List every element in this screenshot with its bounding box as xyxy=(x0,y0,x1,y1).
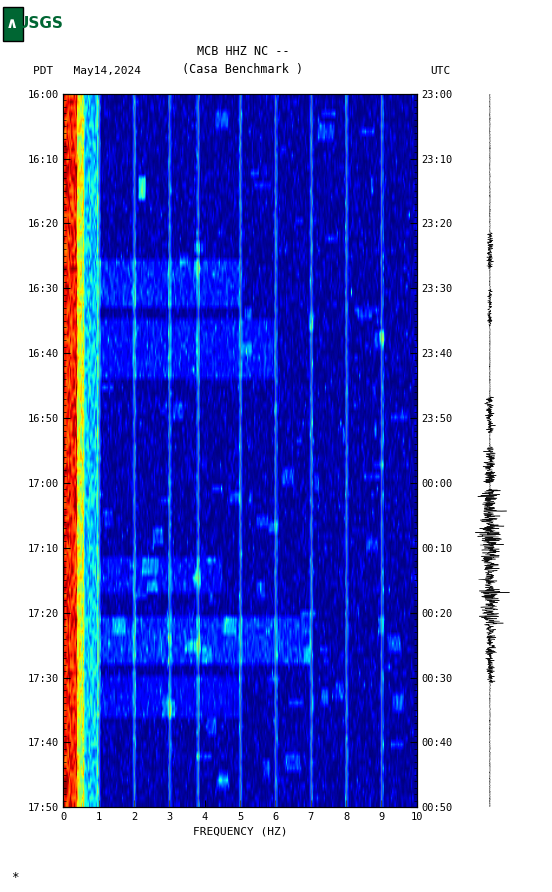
Text: USGS: USGS xyxy=(17,16,64,31)
Text: *: * xyxy=(11,871,19,884)
X-axis label: FREQUENCY (HZ): FREQUENCY (HZ) xyxy=(193,826,288,837)
Text: (Casa Benchmark ): (Casa Benchmark ) xyxy=(182,62,304,76)
Text: ∧: ∧ xyxy=(6,16,18,31)
Text: MCB HHZ NC --: MCB HHZ NC -- xyxy=(197,45,289,58)
FancyBboxPatch shape xyxy=(3,7,23,41)
Text: UTC: UTC xyxy=(431,66,451,76)
Text: PDT   May14,2024: PDT May14,2024 xyxy=(33,66,141,76)
